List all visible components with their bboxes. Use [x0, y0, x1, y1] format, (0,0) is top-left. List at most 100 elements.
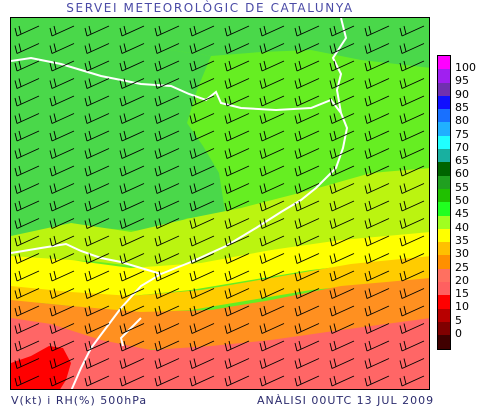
wind-barb [84, 270, 110, 282]
wind-barb [294, 235, 320, 247]
wind-barb [189, 358, 215, 369]
wind-barb [224, 130, 250, 142]
wind-barb [84, 148, 110, 159]
wind-barb [259, 113, 285, 124]
legend-label: 10 [455, 300, 469, 314]
legend-label: 35 [455, 233, 469, 247]
wind-barb [399, 323, 425, 334]
wind-barb [189, 305, 215, 317]
wind-barb [84, 340, 110, 352]
wind-barb [294, 340, 320, 352]
wind-barb [84, 323, 110, 334]
wind-barb [49, 200, 75, 212]
wind-barb [329, 340, 355, 352]
legend-label: 90 [455, 87, 469, 101]
wind-barb [14, 235, 40, 247]
wind-barb [14, 95, 40, 107]
wind-barb [154, 43, 180, 54]
legend-swatch [438, 308, 450, 322]
wind-barb [329, 288, 355, 299]
wind-barb [294, 288, 320, 299]
legend-label: 75 [455, 127, 469, 141]
wind-barb [14, 200, 40, 212]
wind-barb [399, 270, 425, 282]
wind-barb [119, 253, 145, 264]
wind-barb [84, 183, 110, 194]
wind-barb [364, 375, 390, 387]
wind-barb [259, 288, 285, 299]
wind-barb [14, 78, 40, 89]
wind-barb [49, 358, 75, 369]
wind-barb [154, 25, 180, 37]
wind-barb [84, 165, 110, 177]
wind-barb [294, 270, 320, 282]
wind-barb [364, 165, 390, 177]
wind-barb [399, 375, 425, 387]
field-green-dark [11, 18, 226, 238]
wind-barb [224, 60, 250, 72]
wind-barb [189, 60, 215, 72]
wind-barb [294, 358, 320, 369]
wind-barb [119, 235, 145, 247]
wind-barb [329, 200, 355, 212]
wind-barb [329, 113, 355, 124]
wind-barb [364, 305, 390, 317]
wind-barb [49, 43, 75, 54]
wind-barb [14, 25, 40, 37]
wind-barb [189, 375, 215, 387]
wind-barb [399, 288, 425, 299]
wind-barb [14, 253, 40, 264]
wind-barb [154, 270, 180, 282]
legend-swatch [438, 321, 450, 336]
wind-barb [364, 25, 390, 37]
wind-barb [294, 305, 320, 317]
wind-barb [154, 323, 180, 334]
wind-barb [259, 43, 285, 54]
legend-label: 80 [455, 114, 469, 128]
border-north [331, 18, 348, 114]
wind-barb [14, 183, 40, 194]
wind-barb [224, 323, 250, 334]
wind-barb [154, 358, 180, 369]
wind-barb [49, 235, 75, 247]
legend-label: 55 [455, 180, 469, 194]
wind-barb [14, 375, 40, 387]
wind-barb [294, 25, 320, 37]
wind-barb [259, 130, 285, 142]
wind-barb [14, 358, 40, 369]
wind-barb [119, 340, 145, 352]
wind-barb [259, 148, 285, 159]
wind-barb [189, 218, 215, 229]
wind-barb [399, 60, 425, 72]
wind-barb [294, 200, 320, 212]
wind-barb [294, 148, 320, 159]
wind-barb [364, 113, 390, 124]
wind-barb [154, 113, 180, 124]
wind-barb [154, 305, 180, 317]
wind-barb [189, 323, 215, 334]
wind-barb [259, 95, 285, 107]
wind-barb [84, 113, 110, 124]
wind-barb [259, 165, 285, 177]
wind-barb [49, 305, 75, 317]
wind-barb [49, 95, 75, 107]
legend-swatch [438, 242, 450, 256]
wind-barb [189, 270, 215, 282]
wind-barb [14, 218, 40, 229]
wind-barb [364, 270, 390, 282]
wind-barbs [14, 25, 425, 387]
legend-label: 40 [455, 220, 469, 234]
wind-barb [154, 130, 180, 142]
wind-barb [329, 183, 355, 194]
wind-barb [189, 288, 215, 299]
legend-swatch [438, 188, 450, 203]
wind-barb [294, 78, 320, 89]
border-ebro [11, 242, 162, 275]
wind-barb [259, 340, 285, 352]
wind-barb [119, 375, 145, 387]
wind-barb [119, 270, 145, 282]
wind-barb [329, 43, 355, 54]
wind-barb [259, 375, 285, 387]
wind-barb [329, 78, 355, 89]
wind-barb [119, 218, 145, 229]
